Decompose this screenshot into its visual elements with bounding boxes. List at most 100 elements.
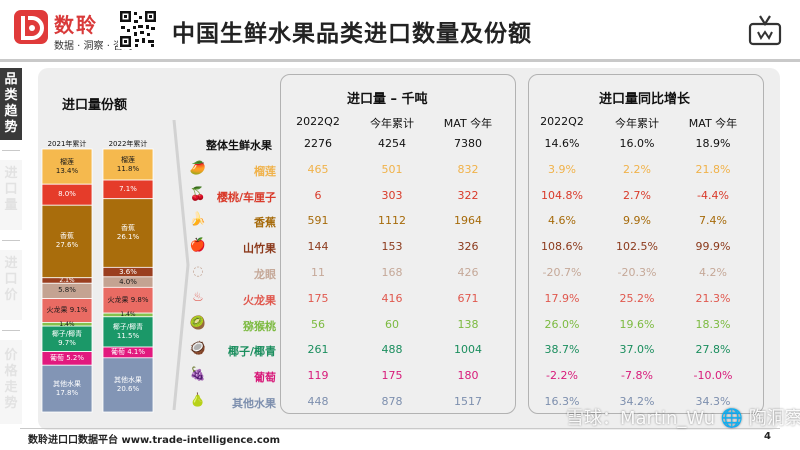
watermark: 雪球：Martin_Wu 🌐 陶洞察 xyxy=(566,408,800,429)
growth-col-q2: 2022Q2 xyxy=(540,115,584,128)
footer-divider xyxy=(20,428,780,429)
segment-label-cherry-1: 7.1% xyxy=(119,184,137,193)
growth-cell-3-1: 9.9% xyxy=(623,214,651,228)
segment-label-other-0: 其他水果 17.8% xyxy=(53,379,81,397)
volume-cell-9-1: 175 xyxy=(381,369,403,383)
volume-cell-1-0: 465 xyxy=(307,162,329,176)
fruit-icon-3: 🍌 xyxy=(189,212,207,228)
growth-cell-9-0: -2.2% xyxy=(546,369,578,383)
volume-cell-4-0: 144 xyxy=(307,240,329,254)
volume-cell-6-2: 671 xyxy=(457,291,479,305)
fruit-basket-icon xyxy=(748,15,782,46)
fruit-icon-8: 🥥 xyxy=(189,341,207,357)
growth-cell-2-0: 104.8% xyxy=(541,188,583,202)
segment-label-dragonfruit-1: 火龙果 9.8% xyxy=(107,295,149,304)
segment-label-mangosteen-0: 2.1% xyxy=(59,277,75,284)
volume-table-box xyxy=(280,74,516,414)
volume-cell-8-1: 488 xyxy=(381,343,403,357)
row-name-8: 椰子/椰青 xyxy=(227,345,276,359)
brand-tagline: 数据 · 洞察 · 咨询 xyxy=(54,41,134,52)
growth-cell-10-0: 16.3% xyxy=(544,395,580,408)
growth-col-ytd: 今年累计 xyxy=(615,117,659,130)
side-nav-item-category-trend[interactable]: 品类趋势 xyxy=(0,68,22,140)
side-nav-divider xyxy=(2,330,20,331)
growth-cell-7-1: 19.6% xyxy=(619,317,655,331)
segment-label-coconut-1: 椰子/椰青 11.5% xyxy=(112,322,144,340)
fruit-icon-2: 🍒 xyxy=(189,186,207,202)
fruit-icon-7: 🥝 xyxy=(189,315,207,331)
bar-header-2021: 2021年累计 xyxy=(47,140,87,148)
volume-cell-1-1: 501 xyxy=(381,162,403,176)
volume-cell-9-2: 180 xyxy=(457,369,479,383)
volume-cell-8-0: 261 xyxy=(307,343,329,357)
shuling-logo-icon xyxy=(14,10,48,44)
qr-code-icon[interactable] xyxy=(118,9,158,49)
volume-cell-1-2: 832 xyxy=(457,162,479,176)
fruit-icon-9: 🍇 xyxy=(189,367,207,383)
growth-cell-5-0: -20.7% xyxy=(542,266,582,279)
segment-label-banana-0: 香蕉 27.6% xyxy=(55,232,79,250)
growth-cell-3-2: 7.4% xyxy=(699,214,727,228)
side-nav-item-price-trend[interactable]: 价格走势 xyxy=(0,340,22,424)
volume-cell-0-2: 7380 xyxy=(454,137,482,150)
fruit-icon-4: 🍎 xyxy=(189,238,207,254)
growth-cell-0-1: 16.0% xyxy=(619,137,655,150)
growth-cell-0-2: 18.9% xyxy=(695,137,731,150)
growth-cell-7-0: 26.0% xyxy=(544,317,580,331)
growth-cell-7-2: 18.3% xyxy=(695,317,731,331)
volume-cell-3-1: 1112 xyxy=(378,214,406,228)
segment-label-other-1: 其他水果 20.6% xyxy=(114,375,142,393)
segment-label-banana-1: 香蕉 26.1% xyxy=(116,224,140,242)
side-nav-item-import-price[interactable]: 进口价 xyxy=(0,250,22,320)
segment-label-dragonfruit-0: 火龙果 9.1% xyxy=(46,305,88,314)
row-name-9: 葡萄 xyxy=(254,371,276,385)
side-nav-divider xyxy=(2,150,20,151)
volume-cell-5-0: 11 xyxy=(311,266,325,279)
volume-cell-5-2: 426 xyxy=(457,266,479,279)
growth-cell-8-1: 37.0% xyxy=(619,343,655,357)
growth-table-box xyxy=(528,74,764,414)
growth-cell-1-1: 2.2% xyxy=(623,162,651,176)
segment-label-kiwi-1: 1.4% xyxy=(120,311,136,319)
growth-cell-4-1: 102.5% xyxy=(616,240,658,254)
chevron-right-icon xyxy=(172,120,190,410)
side-nav-divider xyxy=(2,240,20,241)
segment-label-kiwi-0: 1.4% xyxy=(59,320,75,328)
side-nav-item-import-volume[interactable]: 进口量 xyxy=(0,160,22,230)
volume-cell-2-1: 303 xyxy=(381,188,403,202)
volume-cell-10-1: 878 xyxy=(381,395,403,408)
row-name-5: 龙眼 xyxy=(254,268,276,281)
segment-label-grape-0: 葡萄 5.2% xyxy=(49,353,84,362)
volume-cell-2-2: 322 xyxy=(457,188,479,202)
volume-cell-6-0: 175 xyxy=(307,291,329,305)
fruit-icon-1: 🥭 xyxy=(189,160,207,176)
volume-cell-8-2: 1004 xyxy=(454,343,482,357)
volume-cell-3-2: 1964 xyxy=(454,214,482,228)
growth-cell-4-2: 99.9% xyxy=(695,240,731,254)
bar-header-2022: 2022年累计 xyxy=(108,140,148,148)
volume-cell-3-0: 591 xyxy=(307,214,329,228)
brand-name: 数聆 xyxy=(54,13,98,37)
volume-cell-0-0: 2276 xyxy=(304,137,332,150)
volume-col-q2: 2022Q2 xyxy=(296,115,340,128)
growth-cell-6-0: 17.9% xyxy=(544,291,580,305)
segment-label-longan-0: 5.8% xyxy=(58,286,76,295)
volume-cell-0-1: 4254 xyxy=(378,137,406,150)
growth-cell-6-1: 25.2% xyxy=(619,291,655,305)
title-divider xyxy=(0,59,800,62)
page-title: 中国生鲜水果品类进口数量及份额 xyxy=(172,21,532,47)
footer-text: 数聆进口口数据平台 www.trade-intelligence.com xyxy=(28,435,281,446)
growth-cell-8-0: 38.7% xyxy=(544,343,580,357)
segment-label-grape-1: 葡萄 4.1% xyxy=(110,347,145,356)
fruit-icon-10: 🍐 xyxy=(189,393,207,408)
volume-cell-7-1: 60 xyxy=(385,317,399,331)
volume-col-ytd: 今年累计 xyxy=(370,117,414,130)
growth-header: 进口量同比增长 xyxy=(599,92,691,107)
growth-cell-9-1: -7.8% xyxy=(621,369,653,383)
share-chart-title: 进口量份额 xyxy=(62,98,128,113)
segment-label-coconut-0: 椰子/椰青 9.7% xyxy=(51,329,83,347)
growth-cell-10-1: 34.2% xyxy=(619,395,655,408)
segment-label-durian-1: 榴莲 11.8% xyxy=(116,155,140,173)
growth-cell-1-0: 3.9% xyxy=(548,162,576,176)
row-name-10: 其他水果 xyxy=(232,397,276,410)
